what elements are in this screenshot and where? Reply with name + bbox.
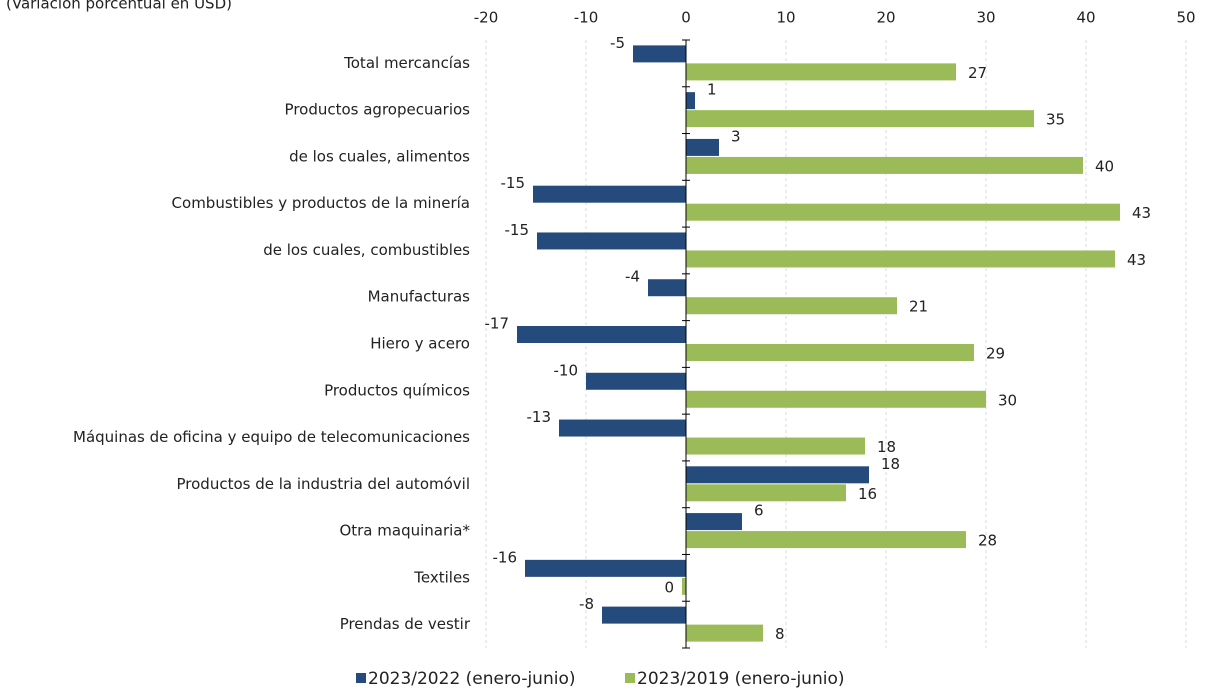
data-label: 43 [1132, 204, 1151, 222]
data-label: 35 [1046, 111, 1065, 129]
y-tick-label: Productos químicos [324, 381, 470, 399]
bar [633, 45, 686, 63]
data-label: 40 [1095, 157, 1114, 175]
data-label: -16 [493, 548, 518, 566]
legend-label: 2023/2022 (enero-junio) [368, 669, 575, 689]
bar [686, 63, 956, 81]
legend-label: 2023/2019 (enero-junio) [637, 669, 844, 689]
data-label: 29 [986, 345, 1005, 363]
legend-swatch [625, 673, 635, 683]
data-label: -10 [554, 361, 579, 379]
bar [525, 559, 686, 577]
data-label: 1 [707, 81, 717, 99]
y-tick-label: Otra maquinaria* [339, 522, 470, 540]
y-tick-label: Total mercancías [343, 54, 470, 72]
y-tick-label: Prendas de vestir [340, 615, 471, 633]
bar [686, 484, 846, 502]
bar [686, 466, 869, 484]
bar [686, 624, 763, 642]
data-label: 18 [877, 438, 896, 456]
data-label: -8 [579, 595, 594, 613]
data-label: 3 [731, 127, 741, 145]
y-tick-label: Productos de la industria del automóvil [177, 475, 471, 493]
x-tick-label: -10 [574, 9, 599, 27]
bar [686, 203, 1120, 221]
y-tick-label: Textiles [413, 568, 470, 586]
data-label: 6 [754, 502, 764, 520]
y-tick-label: Productos agropecuarios [285, 101, 471, 119]
bar [686, 156, 1083, 174]
x-tick-label: 20 [876, 9, 895, 27]
y-tick-label: de los cuales, alimentos [289, 147, 470, 165]
y-tick-label: Combustibles y productos de la minería [172, 194, 470, 212]
x-tick-label: 10 [776, 9, 795, 27]
bar [537, 232, 686, 250]
bar [686, 110, 1034, 128]
bar [686, 250, 1115, 268]
y-tick-label: Máquinas de oficina y equipo de telecomu… [73, 428, 470, 446]
data-label: 43 [1127, 251, 1146, 269]
bar [533, 185, 686, 203]
x-tick-label: 0 [681, 9, 691, 27]
bar [602, 606, 686, 624]
bar [586, 372, 686, 390]
data-label: 28 [978, 532, 997, 550]
data-label: 0 [664, 578, 674, 596]
data-label: -17 [485, 315, 510, 333]
data-label: -13 [527, 408, 552, 426]
data-label: -15 [501, 174, 526, 192]
bar [648, 279, 686, 297]
bar [686, 92, 695, 110]
y-tick-label: de los cuales, combustibles [263, 241, 470, 259]
x-tick-label: -20 [474, 9, 499, 27]
bar [686, 437, 865, 455]
data-label: -4 [625, 268, 640, 286]
data-label: 8 [775, 625, 785, 643]
x-tick-label: 30 [976, 9, 995, 27]
x-tick-label: 50 [1176, 9, 1195, 27]
bar [686, 297, 897, 315]
bar [686, 138, 719, 156]
bar [559, 419, 686, 437]
bar [686, 513, 742, 531]
bar [686, 390, 986, 408]
chart-subtitle: (Variación porcentual en USD) [6, 0, 232, 13]
data-label: 21 [909, 298, 928, 316]
y-tick-label: Hiero y acero [370, 335, 470, 353]
data-label: -5 [610, 34, 625, 52]
data-label: 27 [968, 64, 987, 82]
legend-swatch [356, 673, 366, 683]
x-tick-label: 40 [1076, 9, 1095, 27]
data-label: 18 [881, 455, 900, 473]
data-label: -15 [505, 221, 530, 239]
bar [682, 577, 686, 595]
y-tick-label: Manufacturas [368, 288, 471, 306]
bar [517, 326, 686, 343]
bar [686, 531, 966, 549]
bar [686, 344, 974, 361]
data-label: 30 [998, 391, 1017, 409]
data-label: 16 [858, 485, 877, 503]
